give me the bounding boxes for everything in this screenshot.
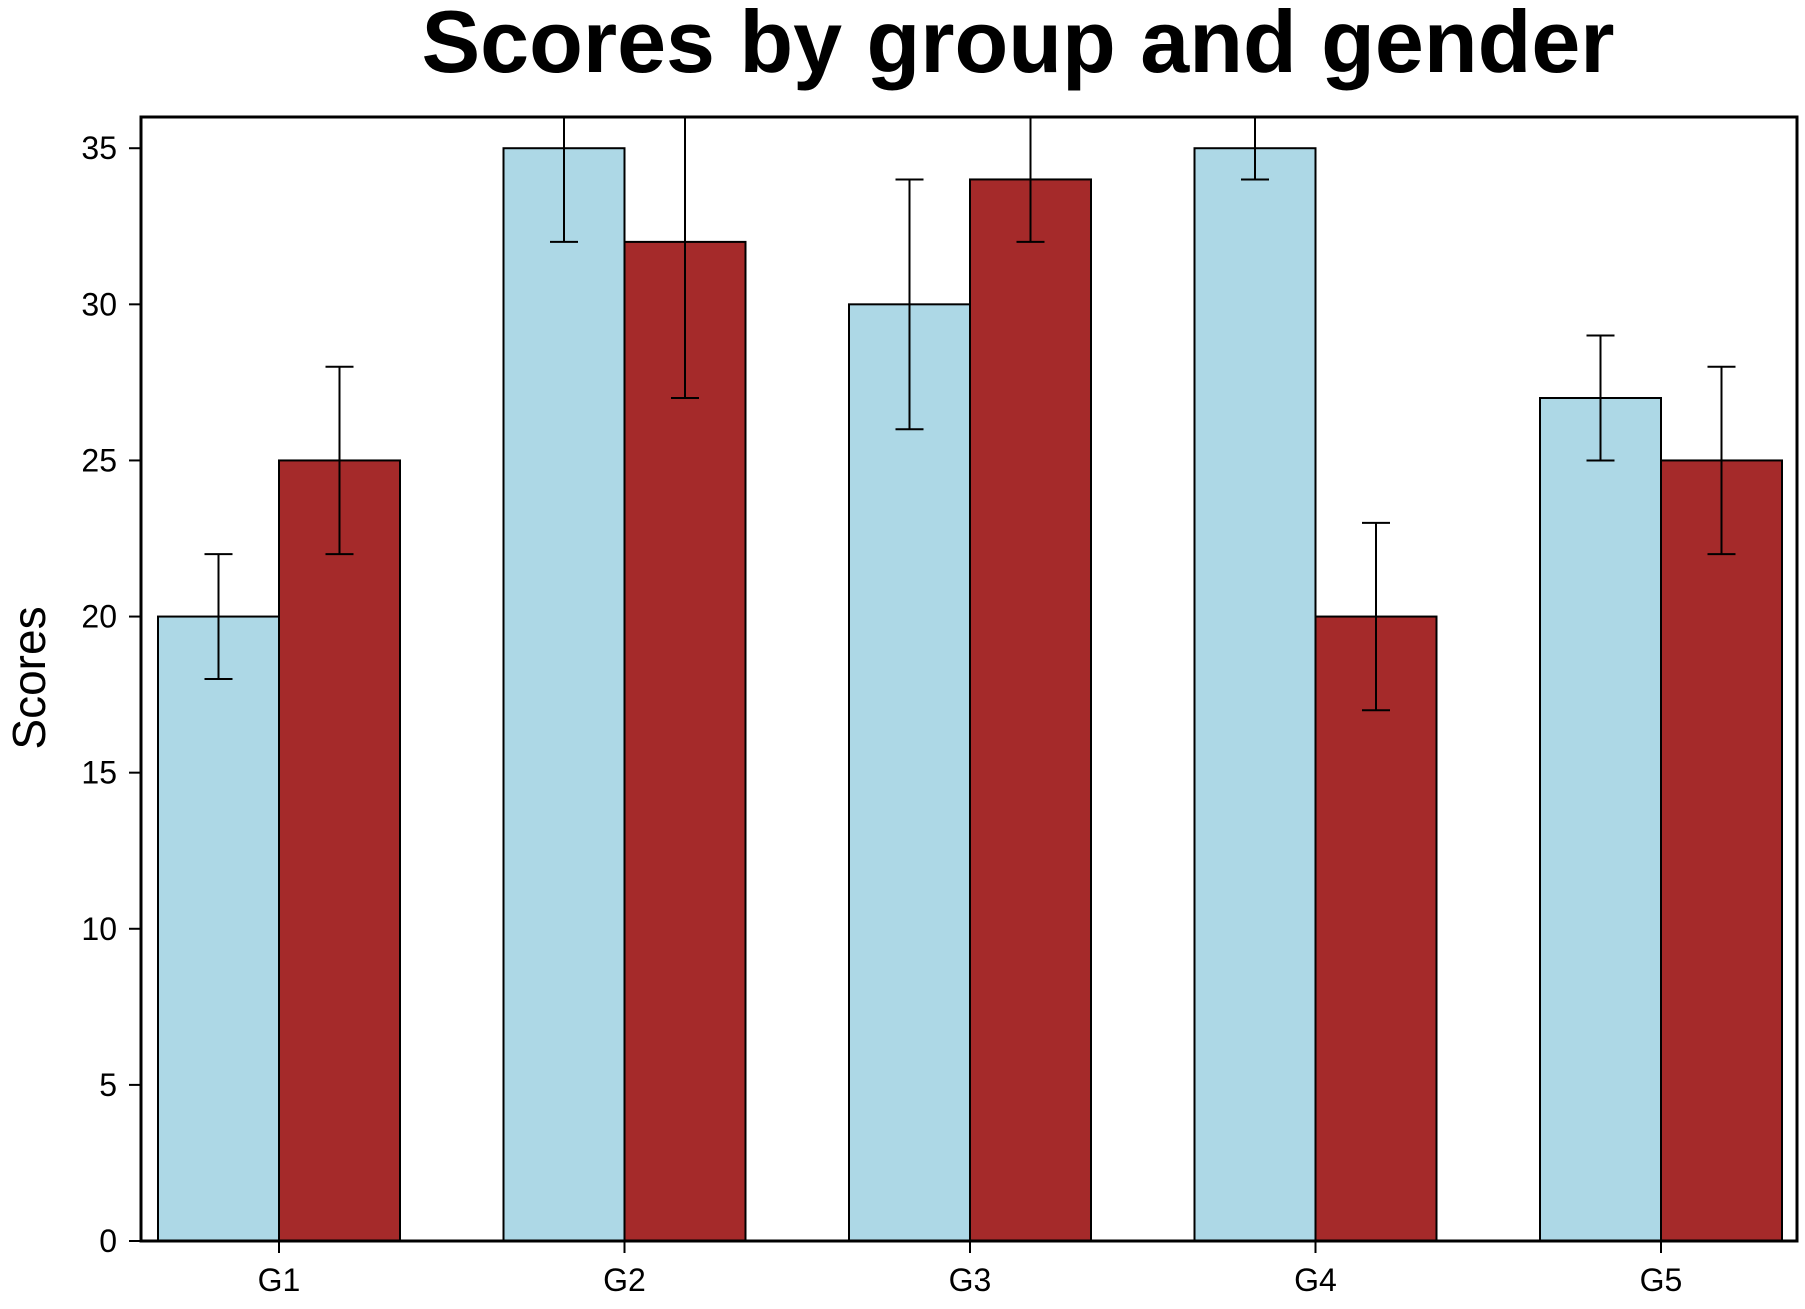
error-bar-g4-s1	[1241, 117, 1269, 181]
y-axis: 0 5 10 15 20 25 30 35	[81, 130, 141, 1259]
error-bar-g3-s2	[1016, 117, 1045, 243]
x-tick-label: G1	[258, 1262, 301, 1298]
error-bars-layer	[204, 117, 1736, 712]
y-tick-label: 30	[81, 286, 117, 322]
bar-g5-s2	[1660, 459, 1783, 1241]
bar-g2-s2	[623, 240, 747, 1241]
y-tick-label: 0	[99, 1223, 117, 1259]
y-tick-label: 25	[81, 442, 117, 478]
bar-g3-s2	[969, 178, 1092, 1241]
bar-g4-s1	[1193, 147, 1317, 1241]
y-tick-label: 35	[81, 130, 117, 166]
error-bar-g1-s2	[325, 365, 354, 556]
x-tick-label: G2	[603, 1262, 646, 1298]
bar-g1-s2	[278, 459, 401, 1241]
x-tick-label: G3	[949, 1262, 992, 1298]
y-axis-label: Scores	[3, 606, 55, 749]
y-tick-label: 10	[81, 911, 117, 947]
y-tick-label: 20	[81, 599, 117, 635]
y-tick-label: 5	[99, 1067, 117, 1103]
bars-layer	[157, 147, 1783, 1241]
bar-g2-s1	[502, 147, 626, 1241]
x-axis: G1 G2 G3 G4 G5	[258, 1241, 1683, 1298]
bar-g4-s2	[1314, 615, 1438, 1241]
bar-g5-s1	[1539, 397, 1662, 1241]
error-bar-g1-s1	[204, 553, 233, 680]
error-bar-g2-s1	[550, 117, 578, 243]
error-bar-g5-s2	[1707, 365, 1736, 556]
x-tick-label: G4	[1294, 1262, 1337, 1298]
error-bar-g3-s1	[895, 178, 924, 431]
x-tick-label: G5	[1640, 1262, 1683, 1298]
chart-title: Scores by group and gender	[421, 0, 1614, 91]
error-bar-g2-s2	[671, 117, 699, 399]
error-bar-g5-s1	[1586, 334, 1615, 462]
y-tick-label: 15	[81, 755, 117, 791]
bar-g3-s1	[848, 303, 971, 1241]
error-bar-g4-s2	[1362, 521, 1390, 712]
bar-g1-s1	[157, 615, 280, 1241]
